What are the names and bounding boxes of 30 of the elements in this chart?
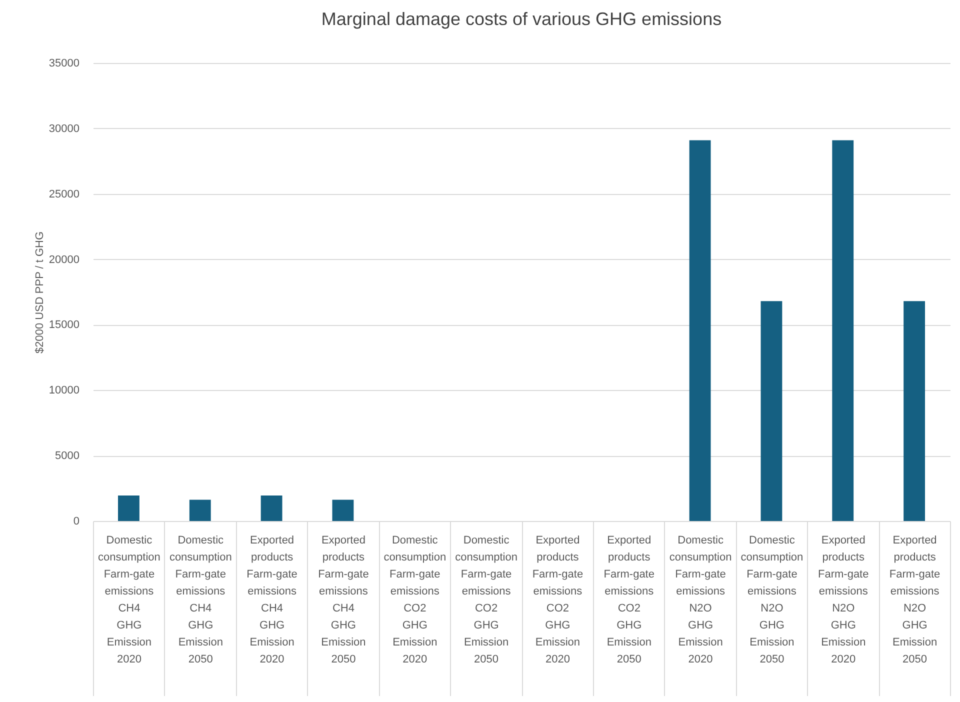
x-tick-label: Exported products Farm-gate emissions N2O GHG Emission 2020: [818, 534, 869, 666]
x-tick-label: Domestic consumption Farm-gate emissions N2O GHG Emission 2020: [669, 534, 732, 666]
x-tick-label: Domestic consumption Farm-gate emissions CO2 GHG Emission 2020: [384, 534, 446, 666]
y-tick-label: 15000: [48, 319, 80, 332]
y-tick-label: 5000: [55, 450, 80, 462]
y-tick-label: 10000: [48, 384, 80, 397]
x-tick-label: Exported products Farm-gate emissions CO2 GHG Emission 2050: [604, 534, 654, 666]
x-tick-label: Exported products Farm-gate emissions N2O GHG Emission 2050: [889, 534, 940, 666]
x-tick-label: Domestic consumption Farm-gate emissions CH4 GHG Emission 2050: [169, 534, 232, 666]
bar: [189, 500, 211, 521]
bar: [689, 140, 711, 521]
y-tick-label: 20000: [48, 254, 80, 266]
x-tick-label: Exported products Farm-gate emissions CO2 GHG Emission 2020: [532, 534, 584, 666]
bar: [760, 301, 782, 521]
y-tick-label: 35000: [48, 58, 80, 70]
x-tick-label: Domestic consumption Farm-gate emissions N2O GHG Emission 2050: [740, 534, 804, 666]
bar: [332, 500, 354, 521]
bar: [118, 495, 140, 521]
bar: [260, 495, 282, 521]
x-tick-label: Domestic consumption Farm-gate emissions CH4 GHG Emission 2020: [98, 534, 160, 666]
y-tick-label: 0: [73, 516, 80, 528]
y-tick-label: 30000: [48, 122, 80, 135]
x-tick-label: Exported products Farm-gate emissions CH4 GHG Emission 2020: [246, 534, 298, 666]
chart-title: Marginal damage costs of various GHG emissions: [321, 9, 722, 29]
y-axis-title: $2000 USD PPP / t GHG: [34, 231, 46, 354]
x-tick-label: Domestic consumption Farm-gate emissions CO2 GHG Emission 2050: [455, 534, 518, 666]
y-tick-label: 25000: [48, 188, 80, 200]
x-tick-label: Exported products Farm-gate emissions CH4 GHG Emission 2050: [318, 534, 369, 666]
bar: [904, 301, 926, 521]
bar: [832, 140, 854, 521]
